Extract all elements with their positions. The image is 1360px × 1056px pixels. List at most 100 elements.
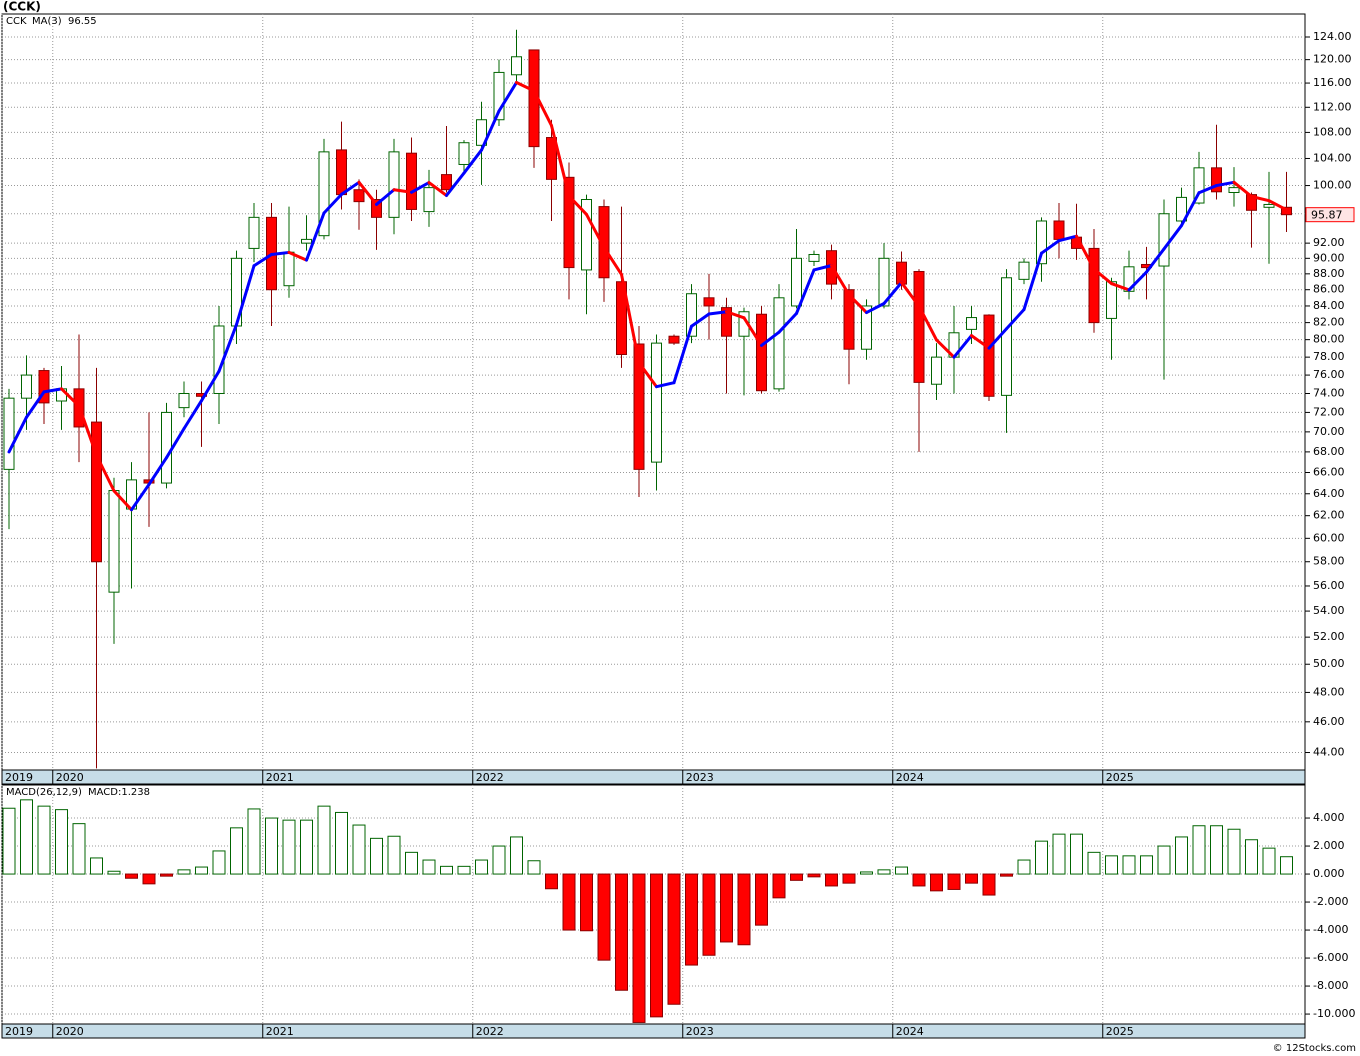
ma-line-segment bbox=[182, 399, 203, 431]
candle-body bbox=[791, 257, 802, 307]
candle-body bbox=[1053, 220, 1065, 240]
macd-bar bbox=[650, 873, 663, 1018]
macd-bar bbox=[1087, 851, 1101, 875]
ma-line-segment bbox=[952, 334, 973, 359]
candle-body bbox=[598, 206, 610, 279]
ma-line-segment bbox=[410, 181, 431, 194]
ma-line-segment bbox=[1075, 234, 1096, 271]
macd-bar bbox=[1000, 873, 1013, 877]
candle-body bbox=[1176, 196, 1187, 222]
ma-line-segment bbox=[865, 302, 886, 315]
x-tick-label: 2024 bbox=[896, 771, 924, 784]
macd-bar bbox=[247, 808, 261, 875]
candle-body bbox=[1018, 261, 1030, 280]
macd-bar bbox=[1245, 839, 1258, 875]
candle-body bbox=[581, 199, 592, 271]
ma-line-segment bbox=[1040, 239, 1061, 255]
macd-bar bbox=[667, 873, 681, 1005]
ma-line-segment bbox=[900, 281, 921, 308]
macd-bar bbox=[177, 869, 191, 875]
macd-bar bbox=[405, 851, 418, 875]
candle-body bbox=[406, 152, 417, 210]
y-tick-label: 120.00 bbox=[1313, 53, 1352, 66]
ma-line-segment bbox=[497, 80, 518, 113]
y-tick-label: 104.00 bbox=[1313, 151, 1352, 164]
ma-line-segment bbox=[1145, 247, 1166, 274]
candle-body bbox=[108, 490, 120, 593]
candle-body bbox=[353, 189, 365, 203]
y-tick-label: 116.00 bbox=[1313, 76, 1352, 89]
macd-bar bbox=[90, 857, 103, 875]
macd-bar bbox=[825, 873, 838, 887]
macd-bar bbox=[1280, 856, 1293, 875]
macd-bar bbox=[1175, 836, 1188, 875]
macd-bar bbox=[877, 869, 891, 875]
macd-bar bbox=[195, 866, 208, 875]
y-tick-label: -8.000 bbox=[1313, 979, 1348, 992]
y-tick-label: 92.00 bbox=[1313, 236, 1345, 249]
candle-body bbox=[476, 119, 487, 146]
macd-bar bbox=[510, 836, 523, 875]
macd-bar bbox=[265, 817, 278, 875]
x-tick-label: 2021 bbox=[266, 771, 294, 784]
x-tick-label: 2019 bbox=[5, 771, 33, 784]
candle-body bbox=[423, 187, 435, 213]
ma-line-segment bbox=[690, 312, 711, 328]
ma-line-segment bbox=[777, 311, 798, 334]
macd-bar bbox=[440, 865, 453, 875]
macd-bar bbox=[615, 873, 628, 991]
macd-bar bbox=[982, 873, 996, 896]
macd-bar bbox=[527, 860, 541, 875]
macd-bar bbox=[230, 827, 243, 875]
macd-bar bbox=[370, 837, 383, 875]
ma-line-segment bbox=[847, 293, 868, 315]
candle-body bbox=[1001, 277, 1012, 396]
candle-body bbox=[371, 199, 382, 218]
x-tick-label: 2019 bbox=[5, 1025, 33, 1038]
macd-bar bbox=[860, 871, 873, 875]
ma-line-segment bbox=[1022, 251, 1043, 312]
ma-line-segment bbox=[1197, 184, 1218, 195]
y-tick-label: 76.00 bbox=[1313, 368, 1345, 381]
last-price-label: 95.87 bbox=[1311, 209, 1343, 222]
y-tick-label: 52.00 bbox=[1313, 630, 1345, 643]
macd-bar bbox=[1052, 833, 1066, 875]
candle-body bbox=[668, 335, 680, 344]
y-tick-label: 4.000 bbox=[1313, 811, 1345, 824]
ma-line-segment bbox=[165, 427, 186, 460]
candle-body bbox=[983, 314, 995, 397]
ma-line-segment bbox=[672, 324, 693, 385]
footer: © 12Stocks.com bbox=[1273, 1043, 1356, 1054]
ma-line-segment bbox=[515, 80, 536, 93]
ma-line-segment bbox=[112, 489, 133, 512]
y-tick-label: 70.00 bbox=[1313, 425, 1345, 438]
candle-body bbox=[563, 176, 575, 269]
ma-line-segment bbox=[620, 272, 641, 365]
macd-bar bbox=[1227, 828, 1241, 875]
macd-bar bbox=[755, 873, 768, 926]
macd-bar bbox=[20, 799, 33, 875]
y-tick-label: 60.00 bbox=[1313, 531, 1345, 544]
macd-bar bbox=[1105, 855, 1118, 875]
candle-body bbox=[913, 270, 925, 383]
ma-line-segment bbox=[742, 316, 763, 347]
macd-bar bbox=[1210, 825, 1223, 875]
candle-body bbox=[1036, 220, 1047, 265]
y-tick-label: 124.00 bbox=[1313, 30, 1352, 43]
ma-line-segment bbox=[95, 453, 116, 493]
y-tick-label: 48.00 bbox=[1313, 685, 1345, 698]
ma-line-segment bbox=[970, 334, 991, 350]
macd-bar bbox=[282, 819, 296, 875]
macd-bar bbox=[160, 873, 173, 877]
macd-bar bbox=[930, 873, 943, 892]
candle-body bbox=[458, 142, 470, 165]
panel-title: MACD(26,12,9) bbox=[6, 787, 82, 798]
candle-body bbox=[633, 343, 645, 470]
ma-line-segment bbox=[830, 263, 851, 297]
ma-line-segment bbox=[147, 456, 168, 486]
ma-line-segment bbox=[637, 361, 658, 389]
candle-body bbox=[808, 253, 820, 262]
ma-line-segment bbox=[217, 323, 238, 373]
y-tick-label: 58.00 bbox=[1313, 555, 1345, 568]
ma-line-segment bbox=[725, 310, 746, 320]
